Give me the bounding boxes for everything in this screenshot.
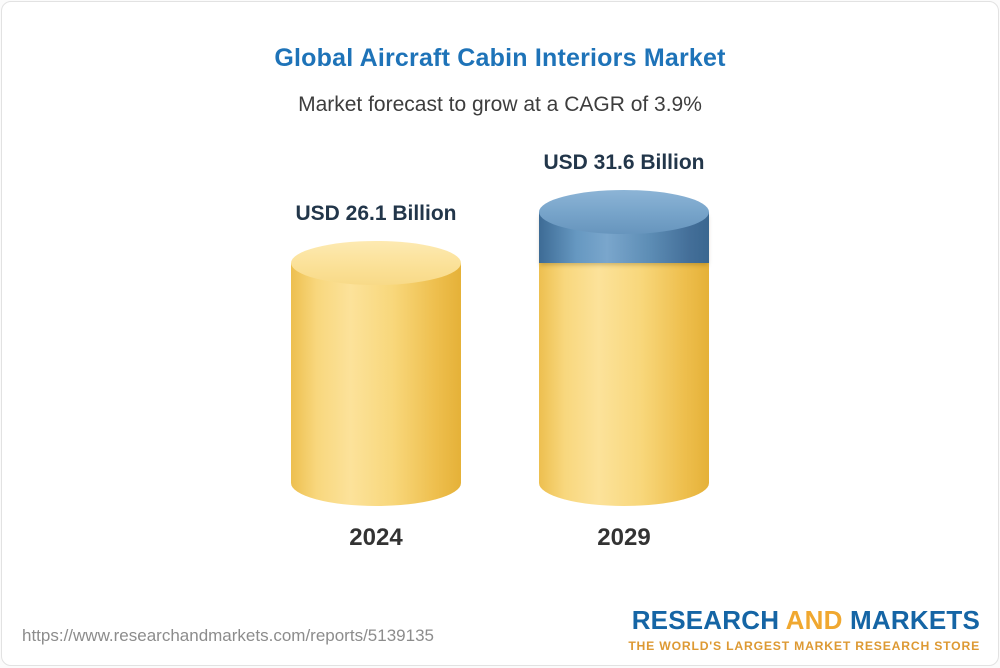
category-label-2029: 2029 [597, 523, 651, 551]
segment-base-2029 [539, 263, 709, 506]
category-label-2024: 2024 [349, 523, 403, 551]
value-label-2029: USD 31.6 Billion [543, 151, 705, 174]
source-url: https://www.researchandmarkets.com/repor… [22, 626, 434, 645]
bar-column-2029: USD 31.6 Billion 2029 [539, 151, 709, 552]
cylinder-2024 [291, 241, 461, 506]
logo-word-research: RESEARCH [631, 605, 780, 635]
cylinder-top-2024 [291, 241, 461, 286]
cylinder-2029 [539, 190, 709, 506]
cylinder-top-2029 [539, 190, 709, 234]
bar-column-2024: USD 26.1 Billion 2024 [291, 202, 461, 552]
logo-wordmark: RESEARCH AND MARKETS [628, 605, 980, 636]
bar-chart: USD 26.1 Billion 2024 USD 31.6 Billion 2… [2, 151, 998, 552]
chart-subtitle: Market forecast to grow at a CAGR of 3.9… [298, 93, 702, 116]
logo-word-markets: MARKETS [850, 605, 980, 635]
segment-base-2024 [291, 263, 461, 506]
logo-word-and: AND [785, 605, 843, 635]
logo-tagline: THE WORLD'S LARGEST MARKET RESEARCH STOR… [628, 639, 980, 653]
chart-header: Global Aircraft Cabin Interiors Market M… [2, 2, 998, 117]
research-and-markets-logo: RESEARCH AND MARKETS THE WORLD'S LARGEST… [628, 605, 980, 653]
value-label-2024: USD 26.1 Billion [295, 202, 457, 226]
chart-title: Global Aircraft Cabin Interiors Market [274, 44, 726, 72]
footer: https://www.researchandmarkets.com/repor… [22, 605, 980, 653]
